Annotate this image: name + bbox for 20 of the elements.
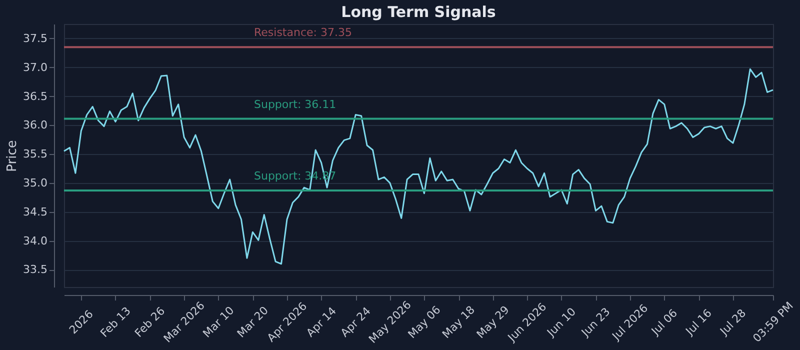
x-tick-label: Jul 16 — [682, 306, 714, 338]
y-tick-label: 35.5 — [23, 148, 48, 161]
y-axis-title: Price — [5, 140, 20, 172]
y-tick-label: 33.5 — [23, 263, 48, 276]
x-tick-label: Feb 13 — [98, 304, 134, 340]
y-tick-label: 34.5 — [23, 205, 48, 218]
x-tick-label: Jul 28 — [716, 306, 749, 338]
y-tick-label: 37.0 — [23, 60, 48, 74]
y-tick-label: 36.0 — [23, 118, 48, 132]
x-tick-label: Jun 23 — [578, 305, 613, 340]
y-tick-label: 37.5 — [23, 32, 48, 45]
y-tick-label: 34.0 — [23, 234, 48, 248]
x-tick-label: Jun 10 — [544, 305, 578, 340]
y-tick-label: 35.0 — [23, 176, 48, 190]
ref-line-label: Resistance: 37.35 — [254, 26, 352, 40]
y-tick-label: 36.5 — [23, 90, 48, 103]
chart-title: Long Term Signals — [341, 3, 496, 21]
x-tick-label: Jul 06 — [648, 306, 680, 338]
ref-line-label: Support: 36.11 — [254, 98, 336, 111]
line-series — [63, 68, 774, 265]
